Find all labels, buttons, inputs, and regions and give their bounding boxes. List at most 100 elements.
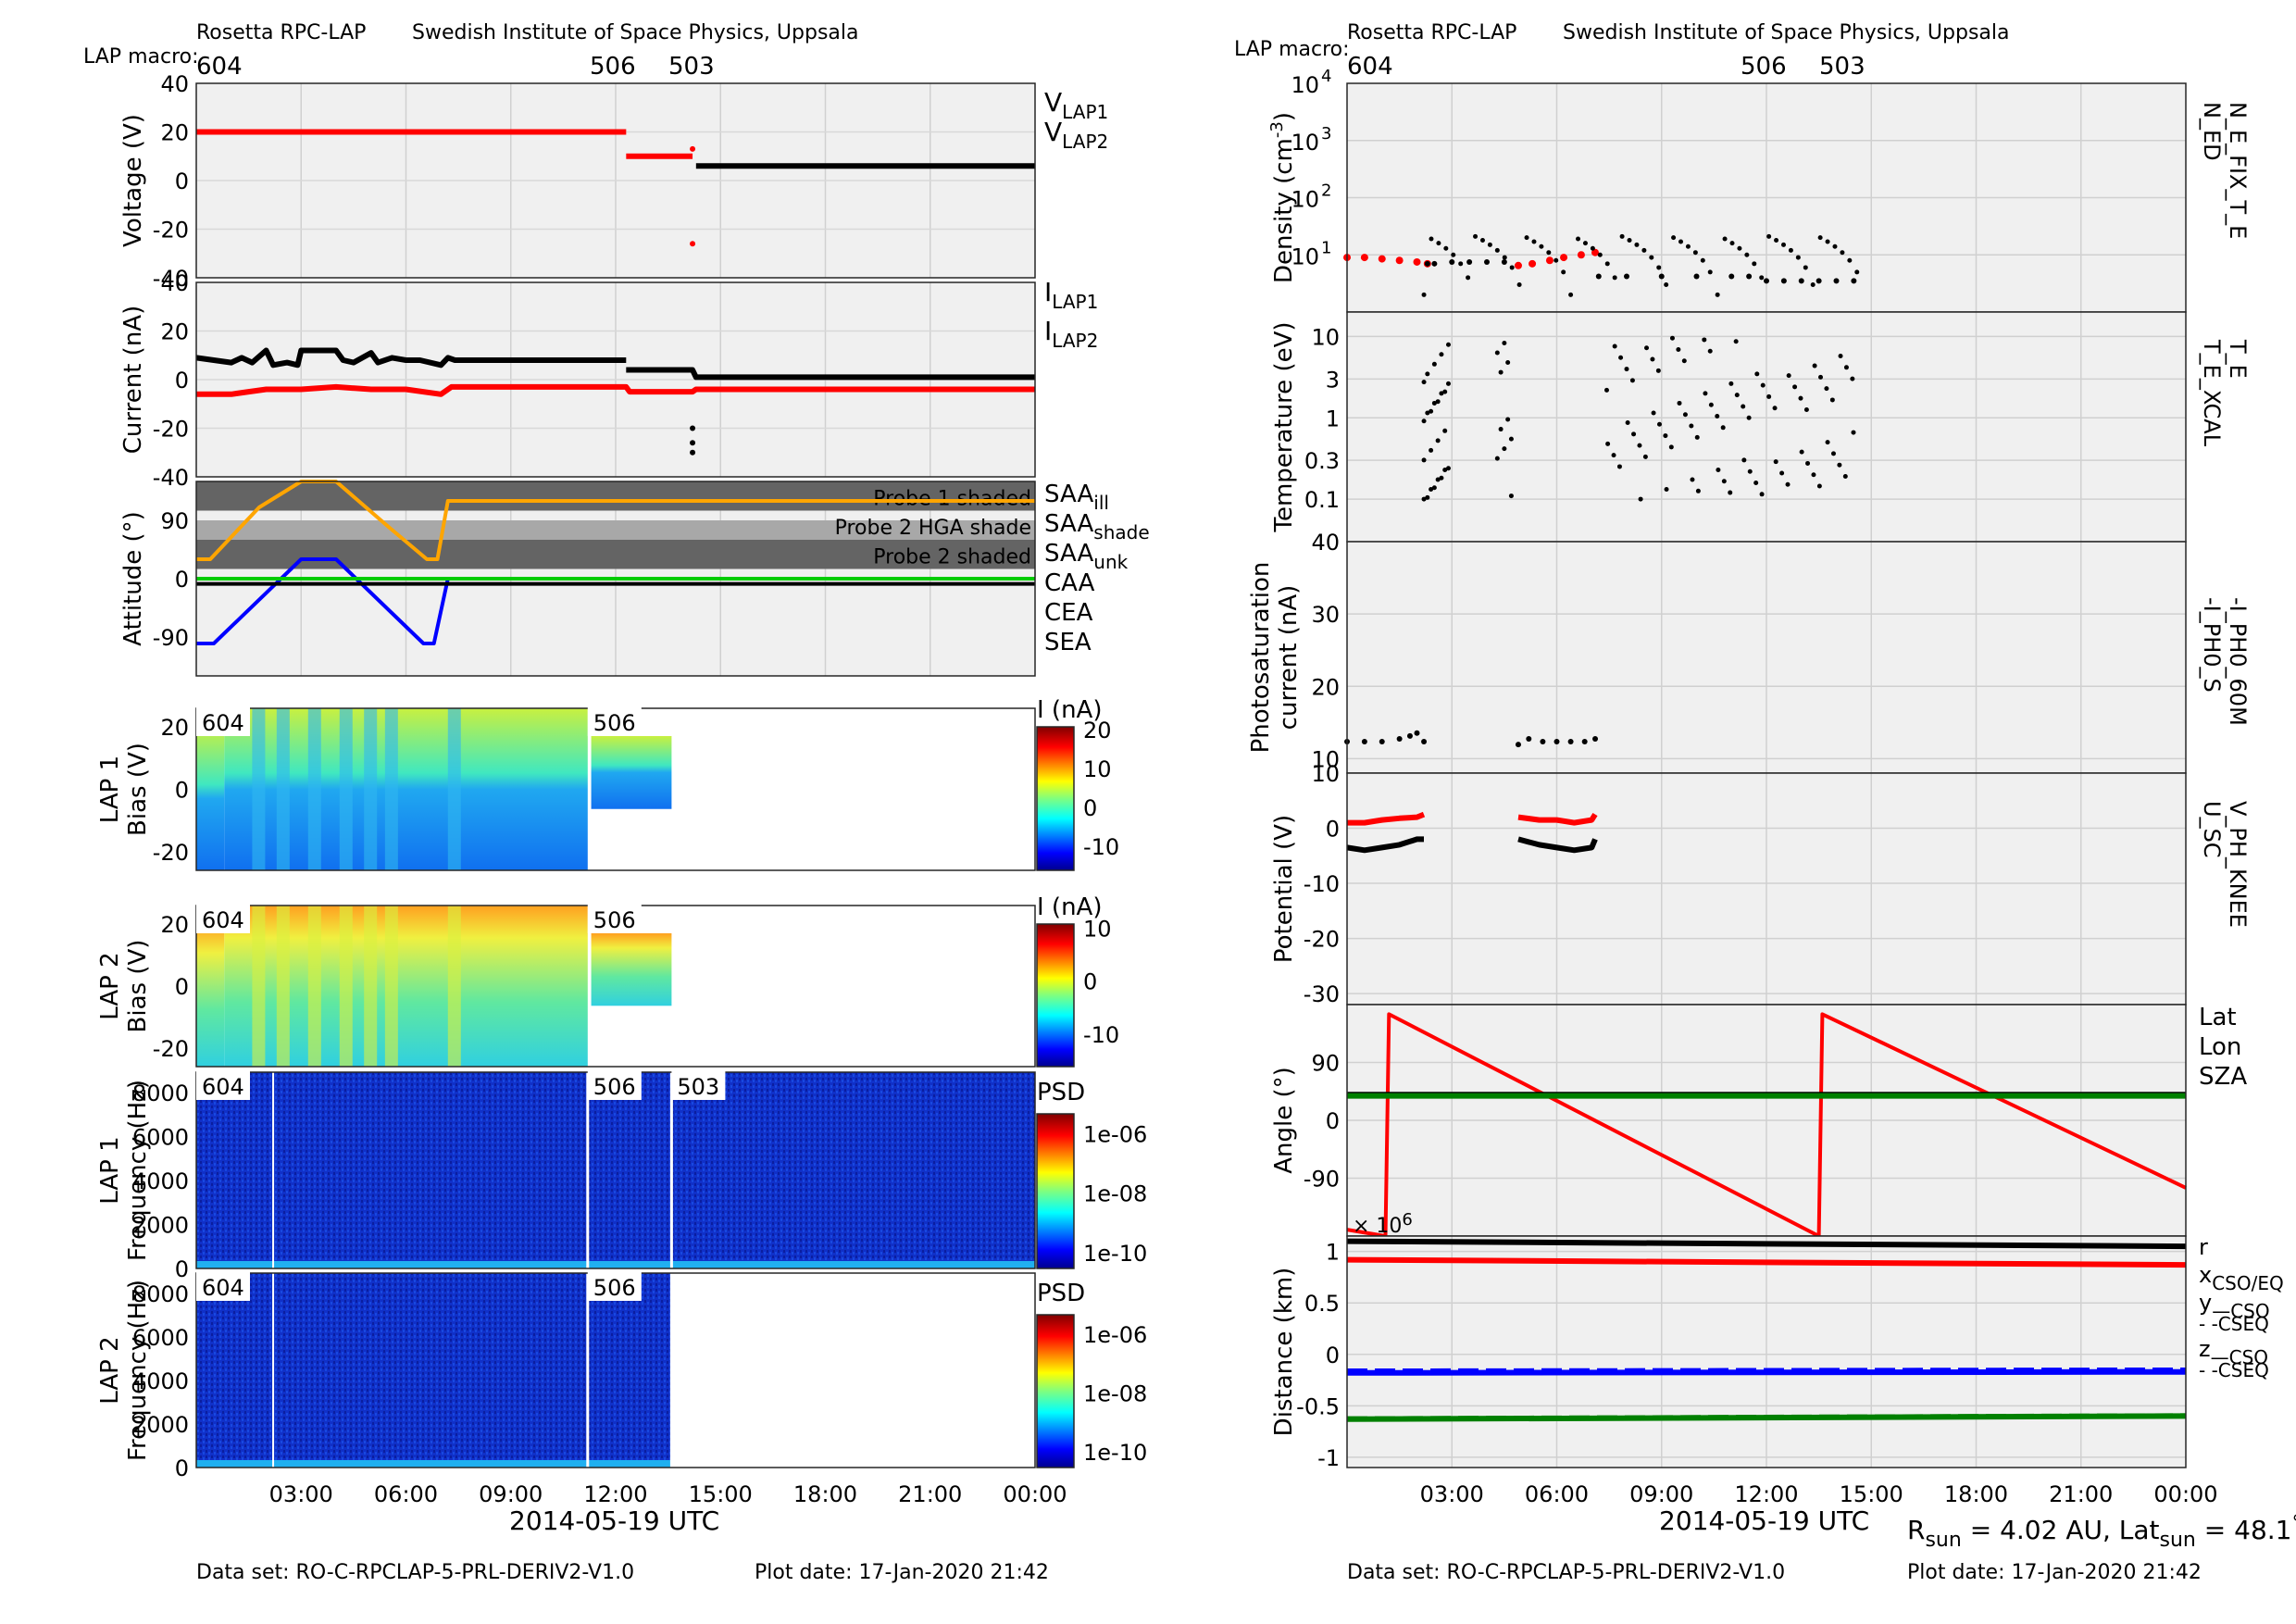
temperature-scatter-point <box>1429 408 1434 414</box>
voltage-point <box>690 145 696 152</box>
temperature-scatter-point <box>1498 427 1504 432</box>
density-point-N_ED <box>1591 248 1600 256</box>
temperature-scatter-point <box>1830 451 1836 456</box>
distance-series-x <box>1346 1256 2187 1268</box>
density-scatter-point <box>1795 255 1801 260</box>
temperature-scatter-point <box>1425 371 1430 377</box>
lap1-psd-panel-ytick-label: 6000 <box>132 1125 189 1151</box>
temperature-scatter-point <box>1445 381 1451 386</box>
lap2-bias-panel-map-b <box>591 933 672 1006</box>
density-scatter-point <box>1473 233 1479 239</box>
lap2-psd-panel-macro-box <box>587 1271 642 1301</box>
lap2-bias-panel-macro-box <box>587 904 642 933</box>
distance-legend-0: r <box>2199 1234 2208 1260</box>
photosat-point <box>1361 739 1367 745</box>
temperature-scatter-point <box>1498 369 1504 375</box>
temperature-scatter-point <box>1838 354 1843 359</box>
density-scatter-point <box>1678 239 1684 244</box>
left-institute: Swedish Institute of Space Physics, Upps… <box>412 21 858 44</box>
lap1-psd-panel-map <box>196 1072 1035 1268</box>
temperature-scatter-point <box>1638 496 1643 502</box>
density-scatter-point <box>1641 247 1647 253</box>
temperature-scatter-point <box>1442 428 1448 433</box>
lap1-psd-panel-colorbar-tick: 1e-10 <box>1083 1241 1147 1267</box>
temperature-ytick-label: 1 <box>1326 406 1340 431</box>
density-point-N_ED <box>1378 255 1386 263</box>
lap2-psd-panel-macro-label-1: 506 <box>593 1275 636 1301</box>
density-scatter-point <box>1524 235 1529 241</box>
right-xtick-label: 21:00 <box>2049 1481 2113 1507</box>
lap1-bias-panel-stripe <box>307 708 321 870</box>
lap2-bias-panel-colorbar-tick: -10 <box>1083 1022 1119 1048</box>
temperature-scatter-point <box>1785 481 1791 487</box>
lap2-psd-panel-ytick-label: 8000 <box>132 1281 189 1307</box>
temperature-scatter-point <box>1746 415 1752 420</box>
temperature-legend-0: T_E_XCAL <box>2199 339 2225 447</box>
density-scatter-point <box>1671 235 1677 241</box>
temperature-scatter-point <box>1616 464 1622 469</box>
voltage-ytick-label: -40 <box>153 266 189 292</box>
attitude-band-2 <box>196 540 1035 569</box>
current-point <box>690 440 696 446</box>
lap2-bias-panel-stripe <box>252 906 266 1067</box>
attitude-series-CAA <box>196 557 1035 645</box>
density-scatter-point <box>1509 265 1515 270</box>
lap1-bias-panel-macro-box <box>196 706 250 736</box>
lap2-psd-panel-colorbar-tick: 1e-06 <box>1083 1322 1147 1348</box>
lap2-bias-panel-macro-box <box>196 904 250 933</box>
lap1-bias-panel-ylabel: LAP 1 <box>96 756 124 823</box>
temperature-scatter-point <box>1689 423 1694 429</box>
density-scatter-point <box>1656 265 1662 270</box>
right-xtick-label: 15:00 <box>1840 1481 1903 1507</box>
density-scatter-point <box>1443 245 1449 251</box>
temperature-scatter-point <box>1612 344 1617 349</box>
current-ytick-label: -40 <box>153 465 189 491</box>
angle-ytick-label: -90 <box>1304 1167 1340 1193</box>
temperature-scatter-point <box>1707 348 1713 354</box>
lap1-bias-panel-ylabel-2: Bias (V) <box>124 743 152 836</box>
lap1-bias-panel-stripe <box>384 708 398 870</box>
temperature-scatter-point <box>1445 342 1451 347</box>
temperature-scatter-point <box>1508 493 1514 499</box>
lap1-bias-panel-colorbar-tick: 20 <box>1083 718 1112 743</box>
potential-legend-0: V_PH_KNEE <box>2225 801 2251 928</box>
voltage-ylabel: Voltage (V) <box>119 114 147 247</box>
temperature-scatter-point <box>1644 345 1650 351</box>
voltage-ytick-label: 0 <box>175 169 189 194</box>
photosat-point <box>1396 735 1403 742</box>
density-scatter-point <box>1597 252 1603 257</box>
density-scatter-point <box>1759 275 1765 281</box>
attitude-series-SAA <box>196 480 1035 561</box>
temperature-scatter-point <box>1494 350 1500 356</box>
left-xtick-label: 21:00 <box>898 1481 962 1507</box>
lap2-bias-panel-stripe <box>339 906 353 1067</box>
temperature-scatter-point <box>1741 457 1747 463</box>
temperature-scatter-point <box>1799 449 1804 455</box>
left-macro-label: LAP macro: <box>83 45 199 69</box>
temperature-scatter-point <box>1421 496 1427 502</box>
lap1-bias-panel-colorbar-label: I (nA) <box>1037 696 1102 724</box>
lap2-psd-panel-map <box>196 1273 672 1468</box>
lap2-bias-panel-ytick-label: 0 <box>175 974 189 1000</box>
potential-ytick-label: -10 <box>1304 871 1340 897</box>
lap2-psd-panel-colorbar-tick: 1e-08 <box>1083 1381 1147 1407</box>
temperature-scatter-point <box>1715 414 1720 419</box>
density-scatter-point <box>1854 269 1860 275</box>
temperature-ytick-label: 10 <box>1311 324 1340 350</box>
temperature-scatter-point <box>1611 453 1616 458</box>
lap1-psd-panel-macro-box <box>196 1070 250 1100</box>
density-point-N_E_FIX_T_E <box>1431 260 1438 267</box>
density-scatter-point <box>1604 261 1610 267</box>
temperature-scatter-point <box>1618 355 1624 360</box>
lap1-bias-panel-ytick-label: 0 <box>175 778 189 804</box>
density-point-N_E_FIX_T_E <box>1798 278 1804 284</box>
temperature-scatter-point <box>1728 490 1733 495</box>
density-point-N_ED <box>1560 254 1568 262</box>
lap2-bias-panel-macro-label-1: 506 <box>593 907 636 933</box>
temperature-scatter-point <box>1676 346 1681 352</box>
density-scatter-point <box>1554 257 1559 263</box>
temperature-scatter-point <box>1435 438 1441 443</box>
temperature-scatter-point <box>1703 391 1708 396</box>
density-scatter-point <box>1780 242 1786 247</box>
density-scatter-point <box>1803 265 1808 270</box>
